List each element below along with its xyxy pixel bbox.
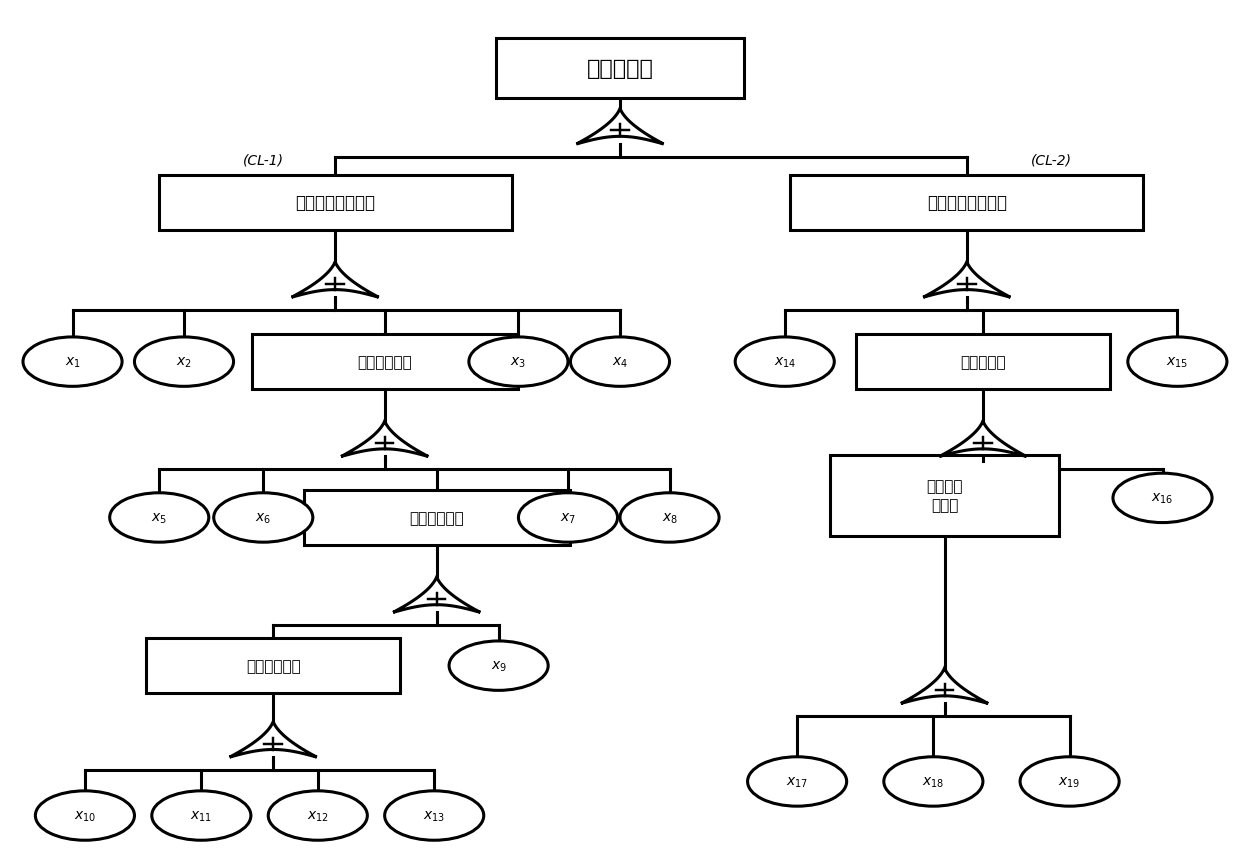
Ellipse shape xyxy=(748,757,847,806)
Bar xyxy=(830,455,1059,536)
Bar xyxy=(304,490,570,545)
Bar xyxy=(252,335,518,390)
Text: 供油压力不足: 供油压力不足 xyxy=(357,354,412,370)
Ellipse shape xyxy=(449,642,548,690)
Text: (CL-2): (CL-2) xyxy=(1030,153,1071,168)
Polygon shape xyxy=(393,578,480,613)
Ellipse shape xyxy=(884,757,983,806)
Text: $x_5$: $x_5$ xyxy=(151,510,167,525)
Text: $x_3$: $x_3$ xyxy=(511,355,527,370)
Bar xyxy=(856,335,1110,390)
Ellipse shape xyxy=(268,791,367,840)
Text: $x_{18}$: $x_{18}$ xyxy=(923,774,945,789)
Text: $x_{15}$: $x_{15}$ xyxy=(1167,355,1188,370)
Bar xyxy=(790,176,1143,231)
Text: 先导压力不足: 先导压力不足 xyxy=(246,659,300,673)
Ellipse shape xyxy=(151,791,250,840)
Ellipse shape xyxy=(384,791,484,840)
Ellipse shape xyxy=(1021,757,1120,806)
Text: 先导油路故障: 先导油路故障 xyxy=(409,510,464,526)
Polygon shape xyxy=(924,262,1011,298)
Ellipse shape xyxy=(109,493,208,543)
Ellipse shape xyxy=(469,337,568,387)
Text: $x_{17}$: $x_{17}$ xyxy=(786,774,808,789)
Ellipse shape xyxy=(24,337,122,387)
Polygon shape xyxy=(901,668,988,704)
Text: $x_{10}$: $x_{10}$ xyxy=(74,809,95,823)
Polygon shape xyxy=(940,422,1027,457)
Ellipse shape xyxy=(36,791,134,840)
Ellipse shape xyxy=(735,337,835,387)
Text: $x_2$: $x_2$ xyxy=(176,355,192,370)
Ellipse shape xyxy=(570,337,670,387)
Polygon shape xyxy=(229,722,316,757)
Text: $x_6$: $x_6$ xyxy=(255,510,272,525)
Ellipse shape xyxy=(134,337,233,387)
Polygon shape xyxy=(577,109,663,145)
Text: $x_{13}$: $x_{13}$ xyxy=(423,809,445,823)
Polygon shape xyxy=(291,262,378,298)
Text: $x_{11}$: $x_{11}$ xyxy=(191,809,212,823)
Text: 制动缸故障: 制动缸故障 xyxy=(960,354,1006,370)
Text: 马达升口压力过大: 马达升口压力过大 xyxy=(926,194,1007,212)
Text: $x_7$: $x_7$ xyxy=(560,510,575,525)
Bar xyxy=(146,638,401,694)
Text: $x_{12}$: $x_{12}$ xyxy=(306,809,329,823)
Ellipse shape xyxy=(213,493,312,543)
Ellipse shape xyxy=(1128,337,1226,387)
Text: $x_{16}$: $x_{16}$ xyxy=(1152,491,1173,505)
Text: 提升无动作: 提升无动作 xyxy=(587,59,653,78)
Bar xyxy=(496,39,744,99)
Ellipse shape xyxy=(518,493,618,543)
Text: 马达升口压力不足: 马达升口压力不足 xyxy=(295,194,376,212)
Text: $x_1$: $x_1$ xyxy=(64,355,81,370)
Text: $x_{19}$: $x_{19}$ xyxy=(1059,774,1081,789)
Text: $x_4$: $x_4$ xyxy=(611,355,629,370)
Text: $x_{14}$: $x_{14}$ xyxy=(774,355,796,370)
Text: $x_9$: $x_9$ xyxy=(491,659,507,673)
Ellipse shape xyxy=(1114,474,1211,523)
Text: (CL-1): (CL-1) xyxy=(243,153,284,168)
Polygon shape xyxy=(341,422,428,457)
Bar xyxy=(159,176,512,231)
Text: $x_8$: $x_8$ xyxy=(661,510,677,525)
Ellipse shape xyxy=(620,493,719,543)
Text: 活塞腔压
力不足: 活塞腔压 力不足 xyxy=(926,479,962,513)
